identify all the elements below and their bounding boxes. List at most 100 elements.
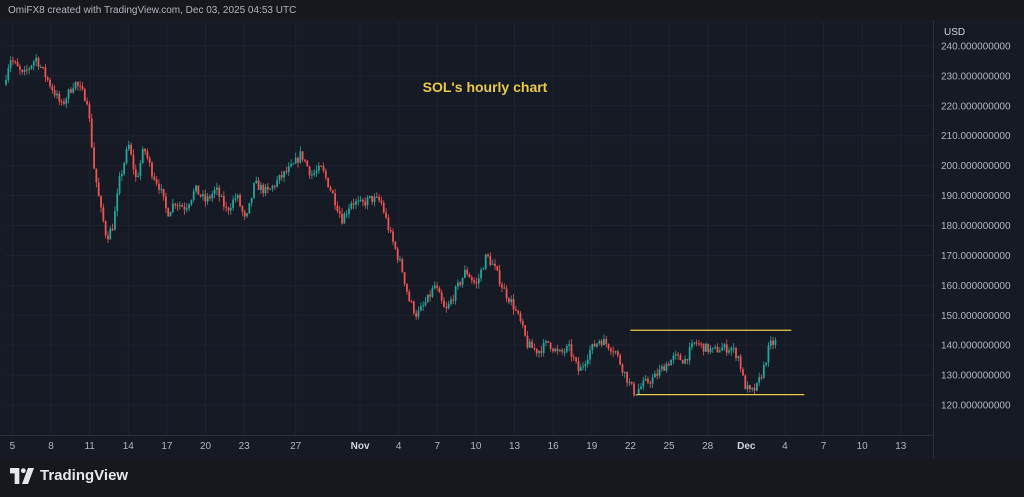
candle-body	[37, 57, 40, 67]
candle-body	[408, 291, 411, 302]
candle-body	[468, 274, 471, 278]
candle-body	[614, 351, 617, 353]
candle-body	[301, 151, 304, 160]
candle-body	[264, 186, 267, 194]
candle-body	[320, 165, 323, 167]
candle-body	[74, 82, 77, 89]
price-tick-label: 180.000000000	[941, 221, 1011, 232]
candle-body	[60, 101, 63, 103]
candle-body	[185, 208, 188, 210]
candle-body	[568, 344, 571, 347]
candle-body	[49, 79, 51, 87]
candle-body	[306, 160, 309, 167]
candle-body	[737, 356, 740, 359]
candle-body	[232, 199, 235, 208]
candle-body	[171, 203, 174, 213]
candle-body	[714, 346, 717, 348]
candle-body	[514, 309, 517, 311]
candle-body	[433, 285, 436, 289]
candle-body	[90, 118, 93, 148]
candle-body	[327, 177, 330, 188]
candle-body	[146, 151, 149, 158]
candle-body	[53, 90, 56, 96]
candle-body	[616, 351, 619, 356]
price-tick-label: 140.000000000	[941, 341, 1011, 352]
candle-body	[447, 303, 450, 309]
candle-body	[311, 174, 313, 176]
candle-body	[637, 388, 640, 395]
chart-area[interactable]: 120.000000000 130.000000000 140.000000000 1…	[0, 20, 1024, 458]
candle-body	[445, 307, 448, 309]
candle-body	[14, 61, 17, 63]
candle-body	[524, 325, 527, 336]
candle-body	[148, 157, 151, 163]
candle-body	[246, 213, 248, 217]
candle-body	[735, 348, 737, 359]
candle-body	[545, 340, 547, 343]
candle-body	[774, 340, 777, 345]
candle-body	[364, 201, 367, 206]
time-tick-label: 4	[396, 441, 402, 452]
candle-body	[461, 277, 464, 285]
candle-body	[125, 149, 128, 164]
candle-body	[155, 179, 158, 184]
candle-body	[382, 202, 385, 213]
candle-body	[229, 207, 232, 211]
candle-body	[452, 299, 455, 301]
candle-body	[39, 66, 42, 68]
candle-body	[76, 82, 79, 86]
candle-body	[167, 208, 170, 217]
chart-title: SOL's hourly chart	[423, 79, 548, 95]
price-tick-label: 210.000000000	[941, 131, 1011, 142]
candle-body	[496, 266, 499, 271]
candle-body	[266, 186, 269, 190]
candle-body	[698, 343, 700, 345]
time-tick-label: 20	[200, 441, 212, 452]
candle-body	[484, 254, 487, 269]
candle-body	[107, 235, 109, 240]
candle-body	[334, 193, 336, 206]
candle-body	[704, 343, 707, 352]
time-tick-label: 7	[435, 441, 441, 452]
candle-body	[538, 350, 540, 354]
candle-body	[412, 301, 415, 313]
candle-body	[299, 151, 302, 163]
candle-body	[647, 378, 649, 383]
candle-body	[162, 188, 165, 197]
candle-body	[753, 387, 756, 391]
candle-body	[517, 310, 520, 314]
candle-body	[473, 280, 476, 283]
candle-body	[204, 194, 207, 202]
candle-body	[130, 144, 133, 155]
candle-body	[709, 348, 712, 353]
time-tick-label: 7	[821, 441, 827, 452]
candle-body	[236, 195, 239, 198]
candle-body	[69, 89, 72, 93]
candle-body	[501, 284, 503, 288]
candle-body	[649, 382, 652, 384]
candle-body	[118, 176, 121, 194]
candle-body	[79, 85, 82, 87]
candle-body	[352, 203, 355, 205]
candle-body	[438, 287, 441, 293]
time-tick-label: 13	[509, 441, 521, 452]
price-tick-label: 220.000000000	[941, 101, 1011, 112]
candle-body	[12, 60, 14, 62]
time-tick-label: Nov	[351, 441, 370, 452]
tradingview-logo[interactable]: TradingView	[10, 467, 128, 484]
candle-body	[579, 367, 582, 371]
candle-body	[174, 203, 177, 206]
candle-body	[287, 166, 290, 173]
chart-credit: OmiFX8 created with TradingView.com, Dec…	[8, 5, 297, 16]
candle-body	[431, 288, 434, 297]
price-chart[interactable]: 120.000000000 130.000000000 140.000000000 1…	[0, 20, 1024, 458]
candle-body	[209, 196, 211, 199]
price-tick-label: 230.000000000	[941, 71, 1011, 82]
candle-body	[81, 86, 84, 90]
candle-body	[313, 172, 316, 175]
candle-body	[63, 101, 65, 104]
candle-body	[507, 298, 510, 303]
candle-body	[23, 69, 26, 72]
tradingview-brand-label: TradingView	[40, 467, 129, 484]
candle-body	[477, 278, 480, 284]
